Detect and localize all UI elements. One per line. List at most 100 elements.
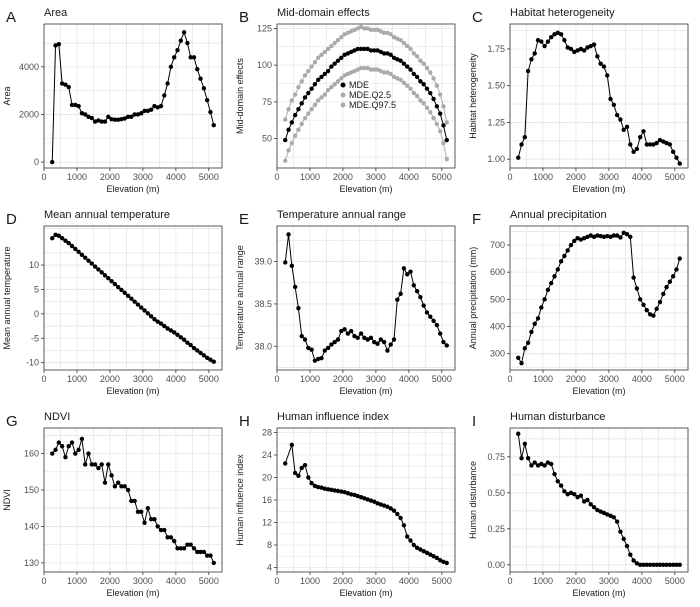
data-point [365, 26, 370, 31]
panel-title: Habitat heterogeneity [510, 7, 615, 19]
data-point [339, 55, 344, 60]
data-point [135, 509, 141, 515]
data-point [670, 149, 676, 155]
data-point [296, 127, 301, 132]
data-point [329, 43, 334, 49]
data-point [516, 431, 521, 436]
data-point [598, 61, 603, 66]
data-point [296, 473, 301, 479]
data-point [401, 523, 407, 528]
data-point [345, 71, 351, 77]
legend-swatch [340, 102, 346, 108]
data-point [424, 310, 430, 315]
data-point [191, 55, 197, 60]
data-point [421, 61, 426, 66]
data-point [355, 67, 360, 72]
data-point [539, 39, 544, 44]
data-point [428, 109, 433, 115]
data-point [411, 71, 416, 77]
data-point [418, 58, 423, 63]
data-point [306, 90, 311, 96]
data-point [342, 52, 347, 58]
data-point [558, 32, 564, 37]
data-point [335, 79, 341, 84]
data-point [283, 158, 288, 163]
data-point [69, 243, 75, 249]
y-tick-label: 0 [34, 309, 39, 319]
data-point [86, 258, 91, 263]
data-point [329, 342, 334, 347]
x-tick-label: 2000 [333, 374, 353, 384]
data-point [575, 48, 580, 53]
x-tick-label: 3000 [599, 576, 619, 586]
data-point [368, 48, 374, 53]
data-point [614, 233, 620, 238]
panel-title: Human disturbance [510, 411, 605, 423]
x-tick-label: 1000 [533, 576, 553, 586]
panel-title: Mid-domain effects [277, 7, 370, 19]
plot-frame [276, 23, 456, 169]
data-point [309, 86, 314, 91]
data-point [322, 486, 327, 491]
data-point [309, 480, 314, 486]
data-point [398, 291, 403, 296]
data-point [411, 542, 416, 548]
data-point [414, 289, 420, 294]
x-tick-label: 1000 [300, 172, 320, 182]
data-point [428, 70, 433, 75]
data-point [292, 470, 298, 476]
data-point [286, 127, 291, 132]
y-tick-label: 75 [262, 97, 272, 107]
data-point [289, 263, 295, 269]
data-point [391, 55, 397, 60]
data-point [634, 286, 640, 291]
data-point [342, 73, 347, 78]
data-point [588, 43, 593, 49]
legend-swatch [340, 82, 346, 88]
y-axis-label: Human influence index [235, 454, 245, 546]
data-point [395, 297, 400, 302]
x-tick-label: 4000 [399, 576, 419, 586]
data-point [129, 296, 134, 301]
data-point [542, 43, 547, 49]
data-point [76, 249, 81, 255]
data-point [444, 560, 449, 566]
panel-letter: C [472, 9, 483, 26]
data-point [601, 234, 607, 240]
data-point [198, 549, 203, 555]
data-point [66, 84, 71, 90]
data-point [322, 49, 327, 55]
data-point [119, 117, 124, 122]
data-point [178, 38, 183, 43]
data-point [63, 82, 68, 87]
data-point [362, 496, 367, 501]
panel-g: G NDVI 0 1000 2000 3000 4000 5000 130 140 150 160 El… [2, 411, 223, 598]
data-point [211, 560, 216, 566]
data-point [381, 339, 387, 345]
data-point [292, 133, 298, 138]
data-point [352, 68, 357, 74]
data-point [618, 117, 623, 122]
data-point [325, 487, 331, 492]
data-point [421, 303, 426, 308]
data-point [312, 358, 318, 363]
data-point [185, 340, 190, 345]
series-line-0 [50, 232, 216, 364]
legend-swatch [340, 92, 346, 98]
data-point [306, 111, 311, 116]
data-point [519, 142, 524, 147]
y-tick-label: 38.5 [254, 299, 272, 309]
data-point [198, 76, 203, 81]
data-point [414, 545, 420, 551]
data-point [631, 275, 636, 280]
data-point [414, 93, 420, 99]
data-point [388, 71, 393, 77]
data-point [519, 361, 524, 366]
data-point [322, 92, 327, 97]
data-point [611, 233, 617, 238]
data-point [624, 124, 630, 130]
data-point [365, 46, 370, 52]
data-point [181, 546, 187, 551]
data-point [621, 127, 626, 132]
data-point [339, 76, 344, 81]
